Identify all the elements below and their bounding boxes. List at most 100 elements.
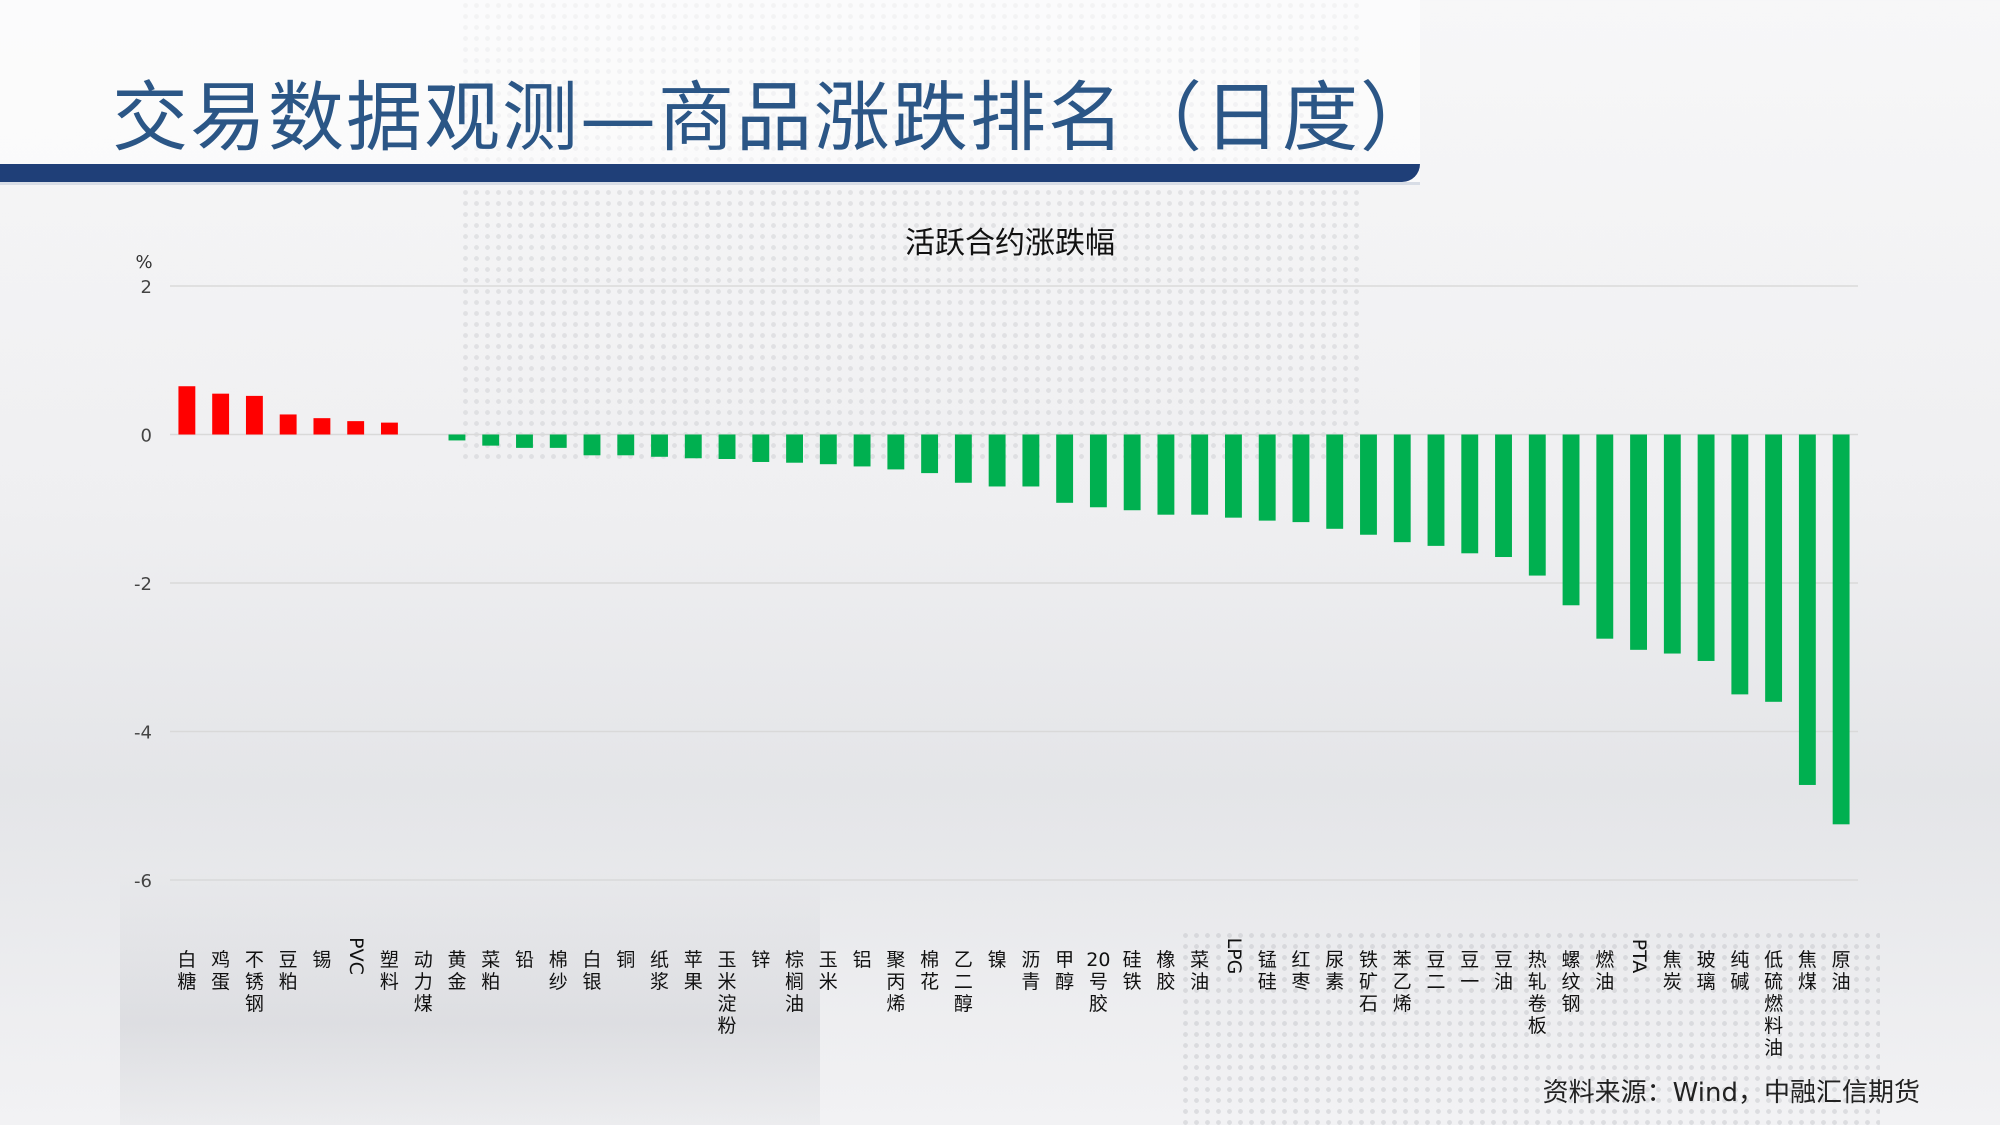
title-banner (0, 0, 1420, 182)
bar (819, 434, 837, 465)
y-tick-label: 0 (141, 426, 152, 447)
bar (954, 434, 972, 483)
x-tick-label: 白银 (582, 949, 601, 993)
bar (921, 434, 939, 474)
bar (1562, 434, 1580, 606)
x-tick-label: 红枣 (1291, 949, 1310, 993)
x-tick-label: 棉花 (920, 949, 939, 993)
bar (1495, 434, 1512, 558)
x-tick-label: 橡胶 (1156, 949, 1175, 993)
x-tick-label: 鸡蛋 (211, 949, 230, 993)
x-tick-label: 焦煤 (1798, 949, 1817, 993)
x-tick-label: 塑料 (380, 949, 399, 993)
bar (786, 434, 803, 463)
x-tick-label: 20 号胶 (1086, 949, 1110, 1015)
title-underline-band (0, 164, 1420, 182)
x-tick-label: 聚丙烯 (886, 949, 905, 1015)
bar (718, 434, 736, 460)
bar (1427, 434, 1445, 546)
x-tick-label: 锌 (751, 949, 770, 971)
x-tick-label: 豆粕 (279, 949, 298, 993)
bar (381, 422, 398, 435)
bar (684, 434, 702, 459)
x-tick-label: 沥青 (1021, 949, 1040, 993)
bar (1798, 434, 1816, 785)
x-tick-label: 铁矿石 (1359, 949, 1378, 1015)
x-tick-label: 燃油 (1595, 949, 1614, 993)
bar (279, 414, 297, 435)
y-axis-unit: % (135, 252, 152, 273)
x-tick-label: 纸浆 (650, 949, 669, 993)
x-tick-label: 甲醇 (1055, 949, 1074, 993)
bar (1225, 434, 1242, 518)
bar (313, 418, 331, 435)
bars (178, 386, 1850, 825)
x-tick-label: 豆二 (1426, 949, 1445, 993)
x-tick-label: 玉米淀粉 (718, 949, 737, 1037)
y-tick-label: 2 (141, 277, 152, 298)
bar (1765, 434, 1783, 702)
bar (1697, 434, 1715, 661)
x-tick-label: 白糖 (177, 949, 196, 993)
y-tick-label: -6 (134, 871, 152, 892)
city-skyline-background (120, 870, 820, 1125)
bar (516, 434, 533, 448)
bar (245, 395, 263, 435)
x-tick-label: 豆一 (1460, 949, 1479, 993)
x-tick-label: 不锈钢 (245, 949, 264, 1015)
x-tick-label: 豆油 (1494, 949, 1513, 993)
x-tick-label: 动力煤 (414, 949, 433, 1015)
source-note: 资料来源：Wind，中融汇信期货 (1542, 1078, 1920, 1108)
chart-title: 活跃合约涨跌幅 (905, 226, 1115, 261)
x-tick-label: 苯乙烯 (1393, 949, 1412, 1015)
x-tick-label: 玉米 (819, 949, 838, 993)
x-tick-label: 菜粕 (481, 949, 500, 993)
bar (1528, 434, 1546, 576)
x-tick-label: 硅铁 (1123, 949, 1142, 993)
x-tick-label: 铜 (616, 949, 635, 971)
bar (178, 386, 196, 435)
bar (1022, 434, 1040, 487)
bar (887, 434, 905, 470)
x-tick-label: 热轧卷板 (1528, 949, 1547, 1037)
bar (347, 421, 365, 435)
x-tick-label: 锡 (312, 949, 331, 971)
bar (752, 434, 770, 462)
bar (482, 434, 500, 446)
x-tick-label: PVC (345, 937, 367, 975)
title-underline-light (0, 182, 1420, 185)
x-tick-label: 铅 (515, 949, 534, 971)
x-tick-label: 低硫燃料油 (1764, 949, 1783, 1059)
bar (853, 434, 871, 467)
x-tick-label: 苹果 (684, 949, 703, 993)
bar (1360, 434, 1377, 535)
bar (212, 393, 230, 435)
bar (1191, 434, 1209, 515)
map-dots-background-bottom (1180, 930, 1880, 1125)
x-tick-label: 原油 (1832, 949, 1851, 993)
bar (617, 434, 635, 456)
bar (1832, 434, 1850, 825)
bar (549, 434, 567, 448)
bar (1393, 434, 1411, 543)
x-tick-label: 螺纹钢 (1562, 949, 1581, 1015)
bar (1663, 434, 1681, 654)
x-tick-label: 玻璃 (1697, 949, 1716, 993)
bar (1123, 434, 1141, 511)
x-tick-label: 焦炭 (1663, 949, 1682, 993)
x-tick-label: 锰硅 (1258, 949, 1277, 993)
x-tick-label: PTA (1628, 939, 1650, 974)
bar (1731, 434, 1749, 695)
bar (583, 434, 601, 456)
x-tick-label: 乙二醇 (954, 949, 973, 1015)
bar (1630, 434, 1647, 650)
x-tick-label: 铝 (853, 949, 872, 971)
bar (1326, 434, 1344, 529)
y-tick-label: -2 (134, 574, 152, 595)
bar (988, 434, 1006, 487)
x-tick-label: 镍 (988, 949, 1007, 971)
bar (1258, 434, 1276, 521)
page-title: 交易数据观测—商品涨跌排名（日度） (112, 73, 1438, 162)
bar (1056, 434, 1074, 503)
